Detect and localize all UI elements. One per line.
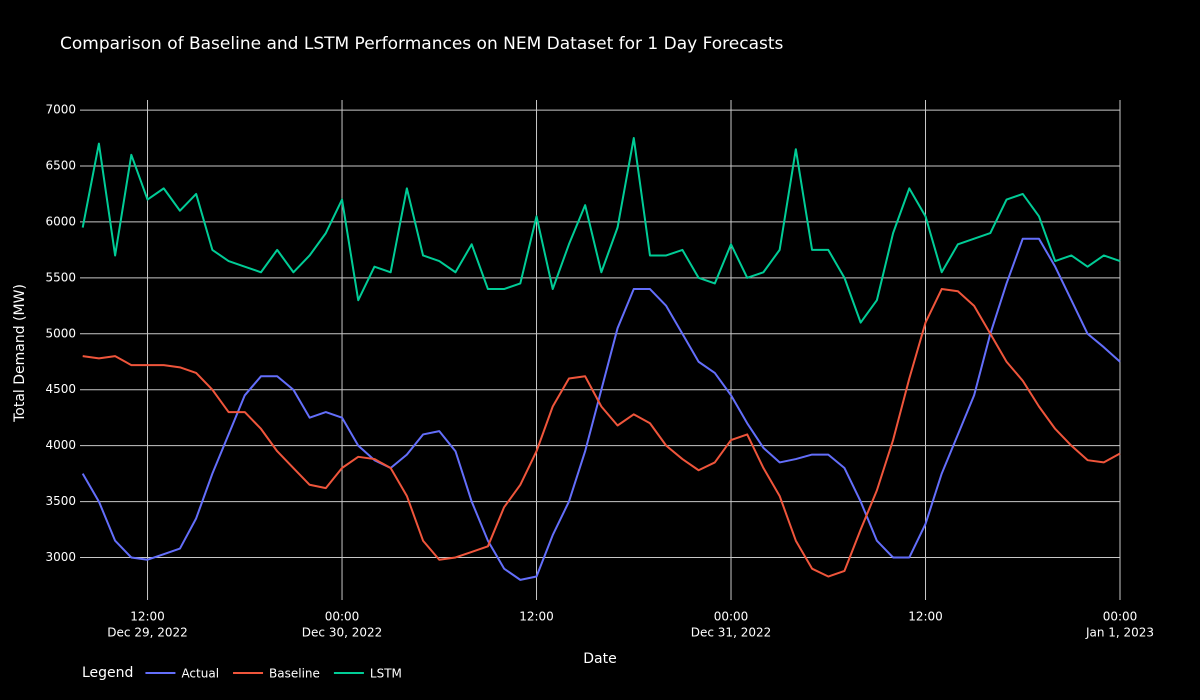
y-tick-label: 3500	[45, 494, 76, 508]
y-tick-label: 3000	[45, 550, 76, 564]
y-tick-label: 6500	[45, 158, 76, 172]
legend-title: Legend	[82, 665, 133, 681]
chart-title: Comparison of Baseline and LSTM Performa…	[60, 34, 784, 54]
legend-label: Baseline	[269, 667, 320, 681]
legend-label: Actual	[181, 667, 219, 681]
y-tick-label: 6000	[45, 214, 76, 228]
series-line	[82, 288, 1121, 578]
legend-item: Baseline	[233, 667, 320, 681]
legend-item: Actual	[145, 667, 219, 681]
legend-label: LSTM	[370, 667, 402, 681]
y-tick-label: 4500	[45, 382, 76, 396]
y-tick-label: 7000	[45, 103, 76, 117]
x-tick-label: 00:00	[1103, 610, 1138, 624]
x-tick-label: 00:00	[325, 610, 360, 624]
series-line	[81, 237, 1121, 581]
y-axis-title: Total Demand (MW)	[12, 284, 28, 423]
y-tick-label: 5500	[45, 270, 76, 284]
x-tick-label: Dec 31, 2022	[691, 626, 771, 640]
x-axis-title: Date	[583, 651, 616, 667]
x-tick-label: 00:00	[714, 610, 749, 624]
x-tick-label: Dec 30, 2022	[302, 626, 382, 640]
x-tick-label: Jan 1, 2023	[1085, 626, 1154, 640]
x-tick-label: 12:00	[130, 610, 165, 624]
y-tick-label: 5000	[45, 326, 76, 340]
legend-item: LSTM	[333, 667, 402, 681]
x-tick-label: 12:00	[519, 610, 554, 624]
y-tick-label: 4000	[45, 438, 76, 452]
series-line	[81, 137, 1121, 324]
x-tick-label: 12:00	[908, 610, 943, 624]
x-tick-label: Dec 29, 2022	[107, 626, 187, 640]
